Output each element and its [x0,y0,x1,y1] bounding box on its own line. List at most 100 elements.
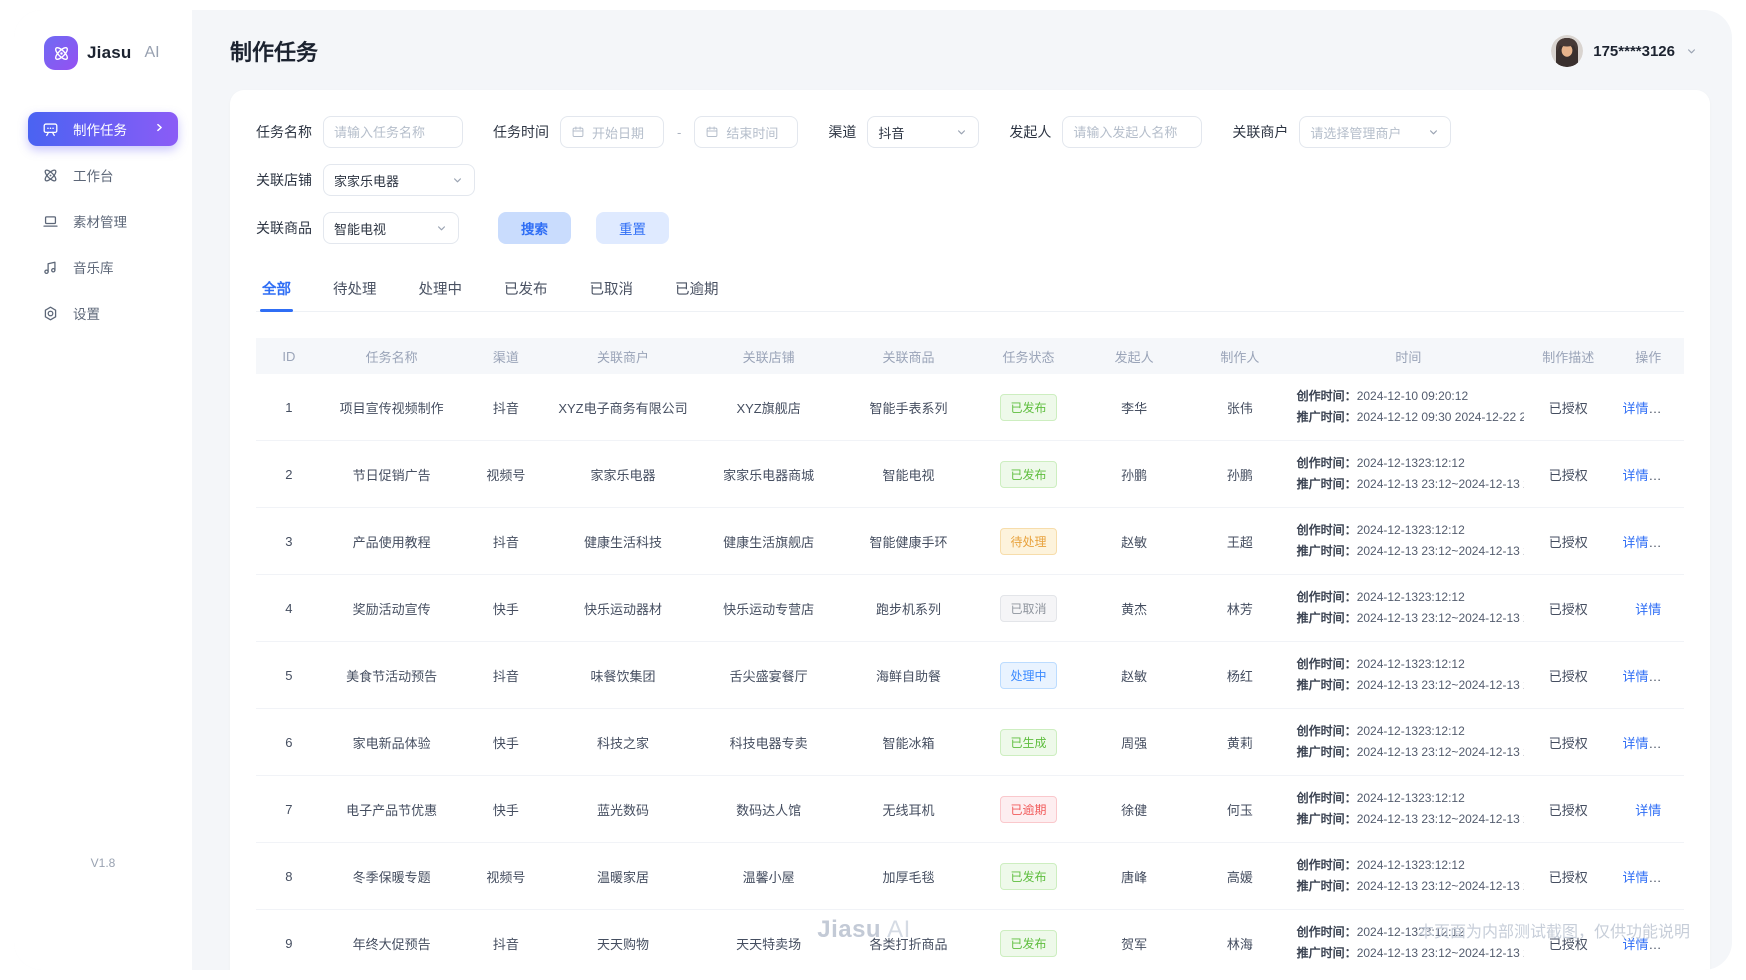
cell-actions: 详情 查看 [1612,708,1684,776]
sidebar-item-music[interactable]: 音乐库 [28,250,178,284]
cell-actions: 详情 查看 [1612,440,1684,508]
action-detail-link[interactable]: 详情 [1635,601,1662,617]
cell-desc: 已授权 [1524,507,1613,575]
cell-initiator: 唐峰 [1081,842,1187,910]
page-header: 制作任务 175****3126 [192,10,1732,84]
channel-select[interactable]: 抖音 [867,116,980,148]
reset-button[interactable]: 重置 [596,212,669,244]
cell-maker: 张伟 [1187,374,1293,441]
action-view-link[interactable]: 查看 [1660,869,1684,885]
action-detail-link[interactable]: 详情 [1622,400,1649,416]
tasks-table: ID 任务名称 渠道 关联商户 关联店铺 关联商品 任务状态 发起人 制作人 时间 制作描述 操作 1… [256,338,1684,970]
tab-overdue[interactable]: 已逾期 [675,282,719,298]
tab-canceled[interactable]: 已取消 [589,282,634,298]
cell-maker: 何玉 [1187,775,1293,843]
cell-desc: 已授权 [1524,909,1613,970]
cell-product: 无线耳机 [841,775,976,843]
product-select[interactable]: 智能电视 [323,212,459,244]
start-date-input[interactable]: 开始日期 [560,116,664,148]
cell-channel: 抖音 [461,374,551,441]
cell-merchant: XYZ电子商务有限公司 [550,374,696,441]
initiator-input[interactable] [1062,116,1203,148]
cell-maker: 杨红 [1187,641,1293,709]
cell-desc: 已授权 [1524,775,1613,843]
cell-time: 创作时间：2024-12-10 09:20:12 推广时间：2024-12-12… [1292,374,1524,441]
sidebar-item-label: 音乐库 [73,261,114,276]
brand-logo: Jiasu AI [14,36,192,70]
cell-maker: 黄莉 [1187,708,1293,776]
cell-shop: 科技电器专卖 [695,708,842,776]
cell-status: 已发布 [975,440,1082,508]
table-header-row: ID 任务名称 渠道 关联商户 关联店铺 关联商品 任务状态 发起人 制作人 时间 制作描述 操作 [256,338,1684,374]
merchant-select[interactable]: 请选择管理商户 [1299,116,1452,148]
status-badge: 已发布 [1000,393,1057,421]
action-make-link[interactable]: 制作 [1660,534,1684,550]
cell-actions: 详情 制作 [1612,641,1684,709]
column-header: 关联商户 [550,338,696,374]
table-row: 2 节日促销广告 视频号 家家乐电器 家家乐电器商城 智能电视 已发布 孙鹏 孙… [256,440,1684,508]
shop-select[interactable]: 家家乐电器 [323,164,475,196]
status-badge: 已发布 [1000,929,1057,957]
cell-status: 已发布 [975,842,1082,910]
action-detail-link[interactable]: 详情 [1622,735,1649,751]
table-row: 4 奖励活动宣传 快手 快乐运动器材 快乐运动专营店 跑步机系列 已取消 黄杰 … [256,574,1684,642]
action-detail-link[interactable]: 详情 [1622,869,1649,885]
end-date-placeholder: 结束时间 [726,125,779,141]
cell-time: 创作时间：2024-12-1323:12:12 推广时间：2024-12-13 … [1292,507,1524,575]
cell-status: 已取消 [975,574,1082,642]
cell-shop: 快乐运动专营店 [695,574,842,642]
user-menu[interactable]: 175****3126 [1551,35,1698,67]
cell-product: 跑步机系列 [841,574,976,642]
cell-id: 2 [256,440,322,508]
cell-maker: 高媛 [1187,842,1293,910]
cell-desc: 已授权 [1524,574,1613,642]
action-detail-link[interactable]: 详情 [1622,668,1649,684]
calendar-icon [706,126,718,138]
cell-id: 3 [256,507,322,575]
cell-desc: 已授权 [1524,374,1613,441]
action-detail-link[interactable]: 详情 [1622,936,1649,952]
chevron-down-icon [958,129,966,134]
cell-maker: 王超 [1187,507,1293,575]
tab-pending[interactable]: 待处理 [333,282,377,298]
tab-published[interactable]: 已发布 [504,282,548,298]
status-tabs: 全部 待处理 处理中 已发布 已取消 已逾期 [256,272,1684,312]
tab-processing[interactable]: 处理中 [418,282,463,298]
sidebar-item-settings[interactable]: 设置 [28,296,178,330]
action-detail-link[interactable]: 详情 [1635,802,1662,818]
sidebar-item-materials[interactable]: 素材管理 [28,204,178,238]
end-date-input[interactable]: 结束时间 [694,116,799,148]
channel-label: 渠道 [828,124,857,140]
task-name-input[interactable] [323,116,463,148]
action-detail-link[interactable]: 详情 [1622,534,1649,550]
task-time-label: 任务时间 [493,124,549,140]
table-row: 5 美食节活动预告 抖音 味餐饮集团 舌尖盛宴餐厅 海鲜自助餐 处理中 赵敏 杨… [256,641,1684,709]
initiator-label: 发起人 [1009,124,1052,140]
tab-all[interactable]: 全部 [260,272,293,312]
cell-actions: 详情 制作 [1612,507,1684,575]
cell-product: 智能健康手环 [841,507,976,575]
cell-merchant: 味餐饮集团 [550,641,696,709]
cell-channel: 抖音 [461,641,551,709]
cell-task-name: 产品使用教程 [321,507,462,575]
action-make-link[interactable]: 制作 [1660,668,1684,684]
cell-actions: 详情 查看 [1612,909,1684,970]
presentation-board-icon [42,121,59,138]
cell-id: 8 [256,842,322,910]
table-row: 3 产品使用教程 抖音 健康生活科技 健康生活旗舰店 智能健康手环 待处理 赵敏… [256,507,1684,575]
action-detail-link[interactable]: 详情 [1622,467,1649,483]
cell-initiator: 赵敏 [1081,641,1187,709]
action-view-link[interactable]: 查看 [1660,400,1684,416]
cell-task-name: 年终大促预告 [321,909,462,970]
sidebar-item-workbench[interactable]: 工作台 [28,158,178,192]
sidebar-item-tasks[interactable]: 制作任务 [28,112,178,146]
cell-product: 海鲜自助餐 [841,641,976,709]
action-view-link[interactable]: 查看 [1660,936,1684,952]
action-view-link[interactable]: 查看 [1660,735,1684,751]
cell-maker: 林海 [1187,909,1293,970]
cell-shop: 数码达人馆 [695,775,842,843]
action-view-link[interactable]: 查看 [1660,467,1684,483]
product-value: 智能电视 [334,221,387,237]
search-button[interactable]: 搜索 [498,212,571,244]
table-row: 8 冬季保暖专题 视频号 温暖家居 温馨小屋 加厚毛毯 已发布 唐峰 高媛 创作… [256,842,1684,910]
